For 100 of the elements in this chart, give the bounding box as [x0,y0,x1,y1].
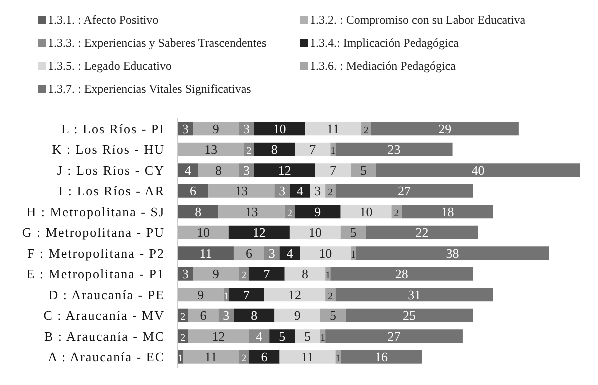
data-label: 11 [200,246,212,261]
data-label: 3 [243,121,250,136]
bar [351,164,376,178]
data-label: 3 [223,308,230,324]
data-label: 10 [308,225,322,240]
bar [305,122,362,136]
bar [376,164,580,178]
bar [254,142,296,156]
bar [264,246,280,260]
data-label: 7 [243,287,250,302]
data-label: 11 [326,121,340,136]
bar [290,184,310,198]
y-tick-label: G : Metropolitana - PU [22,225,165,240]
bar [183,350,240,364]
data-label: 7 [330,162,337,178]
bar [284,267,326,281]
data-label: 38 [446,246,460,261]
data-label: 2 [180,312,186,324]
data-label: 2 [242,354,247,365]
data-label: 3 [243,162,250,178]
bar [346,308,474,322]
bar [198,164,240,178]
bar [178,226,229,240]
data-label: 6 [246,246,253,261]
bar [320,308,346,322]
bar [234,246,265,260]
bar [336,142,453,156]
bar [193,267,240,281]
data-label: 12 [278,162,292,178]
data-label: 12 [288,287,302,302]
data-label: 3 [268,246,276,261]
data-label: 8 [302,266,308,282]
bar [193,122,240,136]
data-label: 29 [438,121,452,136]
data-label: 1 [320,332,326,344]
y-tick-label: B : Araucanía - MC [44,328,165,344]
bar [340,350,422,364]
y-tick-label: K : Los Ríos - HU [52,142,165,158]
bar [178,246,234,260]
y-tick-label: A : Araucanía - EC [48,350,165,365]
data-label: 3 [182,121,189,136]
bar [295,330,320,344]
data-label: 2 [364,125,369,136]
bar [392,205,402,219]
data-label: 9 [212,266,220,282]
data-label: 12 [252,225,266,240]
bar [290,226,341,240]
bar [336,288,494,302]
y-tick-label: H : Metropolitana - SJ [26,204,165,220]
data-label: 13 [204,142,218,158]
data-label: 5 [330,308,336,324]
data-label: 10 [196,225,210,240]
bar [188,330,250,344]
bar [326,330,463,344]
data-label: 6 [261,350,268,365]
bar [244,142,254,156]
bar [356,246,550,260]
bar [361,122,372,136]
data-label: 12 [212,328,226,344]
data-label: 16 [375,350,389,365]
y-tick-label: D : Araucanía - PE [48,287,165,302]
data-label: 10 [273,121,286,136]
data-label: 1 [224,291,229,302]
data-label: 9 [198,287,204,302]
bar [340,205,392,219]
y-tick-label: F : Metropolitana - P2 [27,246,165,261]
bar [249,330,270,344]
y-tick-label: E : Metropolitana - P1 [26,266,165,282]
bar [178,184,209,198]
data-label: 5 [360,162,367,178]
bar [254,122,306,136]
bar [300,246,352,260]
bar [249,267,285,281]
data-label: 27 [388,328,402,344]
data-label: 25 [403,308,416,324]
data-label: 1 [326,270,331,282]
bar [178,164,198,178]
bar [208,184,275,198]
y-tick-label: J : Los Ríos - CY [57,162,165,178]
data-label: 2 [287,208,292,220]
data-label: 6 [200,308,208,324]
data-label: 5 [350,225,357,240]
y-tick-label: I : Los Ríos - AR [58,184,165,199]
data-label: 6 [190,184,198,199]
bar [178,142,244,156]
bar [315,164,352,178]
data-label: 13 [235,184,248,199]
legend-label: 1.3.5. : Legado Educativo [48,59,172,73]
bar [178,205,219,219]
data-label: 31 [408,287,422,302]
data-label: 3 [314,184,322,199]
bar [340,226,366,240]
bar [188,308,219,322]
bar [254,164,316,178]
data-label: 1 [351,250,356,261]
data-label: 3 [279,184,286,199]
data-label: 4 [184,162,192,178]
bar [228,288,265,302]
bar [371,122,519,136]
data-label: 9 [294,308,301,324]
